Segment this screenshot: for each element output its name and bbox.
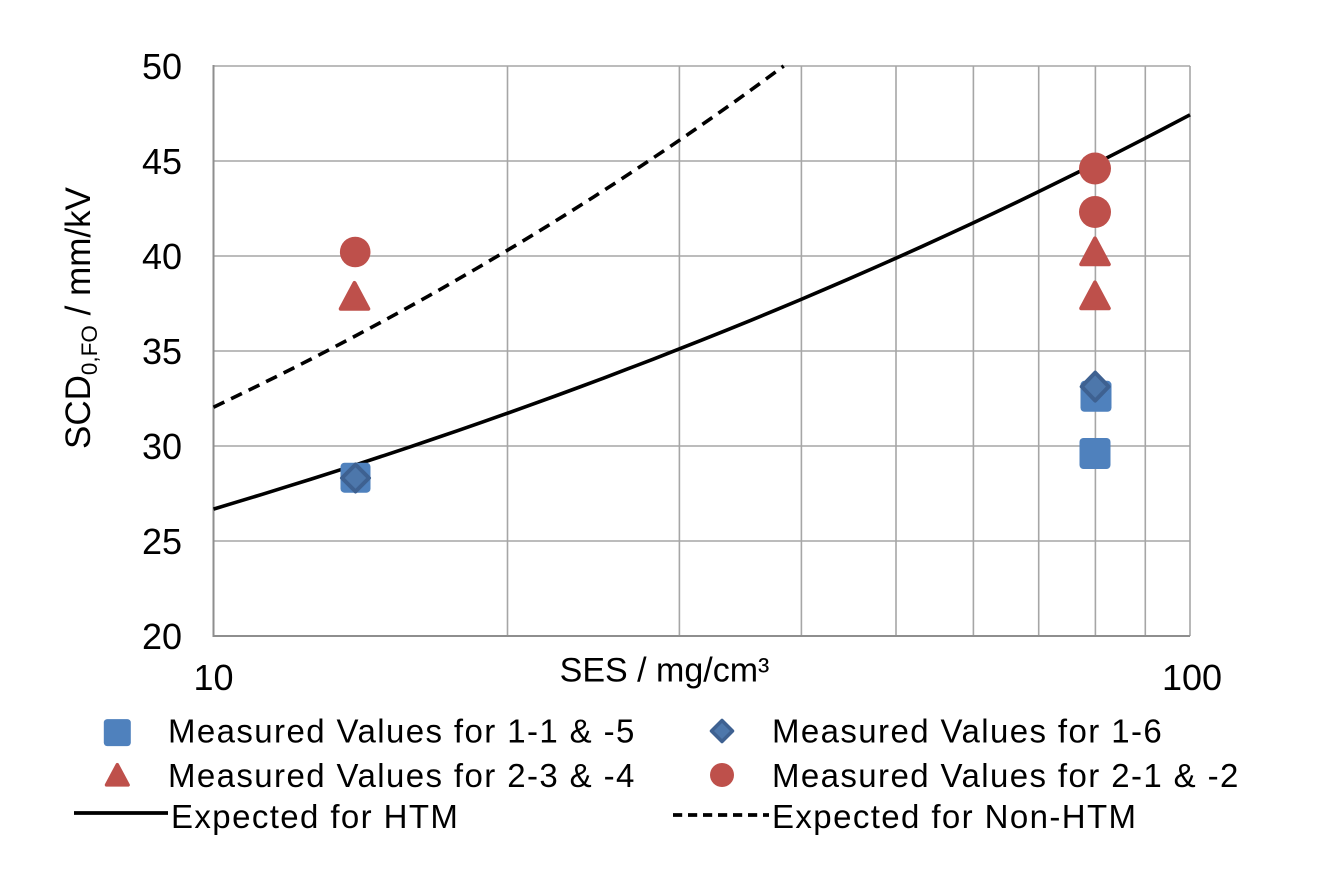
svg-text:50: 50 — [142, 46, 182, 87]
svg-text:Expected for HTM: Expected for HTM — [171, 798, 459, 835]
svg-text:Measured Values for 1-6: Measured Values for 1-6 — [772, 713, 1163, 750]
svg-text:45: 45 — [142, 141, 182, 182]
svg-text:Measured Values for 1-1 & -5: Measured Values for 1-1 & -5 — [168, 713, 636, 750]
svg-text:25: 25 — [142, 521, 182, 562]
svg-text:20: 20 — [142, 616, 182, 657]
svg-text:Expected for Non-HTM: Expected for Non-HTM — [772, 798, 1137, 835]
svg-text:40: 40 — [142, 236, 182, 277]
svg-text:SES / mg/cm³: SES / mg/cm³ — [560, 652, 770, 690]
svg-text:SCD0,FO / mm/kV: SCD0,FO / mm/kV — [59, 186, 102, 449]
svg-text:Measured Values for 2-1 & -2: Measured Values for 2-1 & -2 — [772, 757, 1240, 794]
svg-text:100: 100 — [1162, 657, 1222, 698]
svg-text:Measured Values for 2-3 & -4: Measured Values for 2-3 & -4 — [168, 757, 636, 794]
svg-text:10: 10 — [193, 657, 233, 698]
svg-text:30: 30 — [142, 426, 182, 467]
svg-text:35: 35 — [142, 331, 182, 372]
